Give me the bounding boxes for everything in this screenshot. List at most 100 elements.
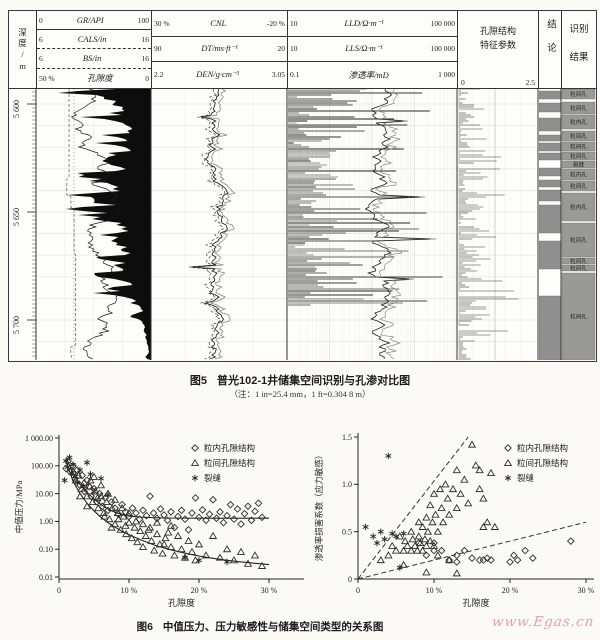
fig6-caption-title: 中值压力、压力敏感性与储集空间类型的关系图 [162,621,384,633]
gr-curve [70,89,122,360]
result-block-label: 粒间孔 [570,132,587,140]
scatter-series-asterisk [362,452,407,571]
legend-label: 粒间孔隙结构 [204,458,255,468]
y-axis-label: 渗透率损害系数（应力敏感） [314,451,324,562]
log-header [9,11,596,89]
track3-header: 10 LLD/Ω·m⁻¹ 100 000 10 LLS/Ω·m⁻¹ 100 000 0.1 渗… [287,11,457,89]
header-row-BS/in: 6 BS/in 16 [37,49,151,69]
conclusion-block [539,179,562,188]
result-block [561,114,596,130]
result-block [561,141,596,152]
conclusion-block [539,117,562,132]
x-tick-label: 30 % [261,586,278,595]
fig6-left-scatter: 1 000.00 100.00 10.00 1.00 0.10 0.01 0 10 % 20 %… [14,434,304,608]
result-block [561,264,596,272]
result-block [561,101,596,115]
depth-axis: 5 600 5 650 5 700 [12,91,36,357]
result-block-label: 粒间孔 [570,182,587,190]
y-tick-label: 100.00 [31,462,53,471]
watermark: www.Egas.cn [490,614,595,630]
x-tick-label: 10 % [426,586,443,595]
result-block-label: 粒间孔 [570,152,587,160]
pore-structure-scale-max: 2.5 [525,78,535,87]
result-block-label: 粒间孔 [570,143,587,151]
pore-structure-curve [458,89,519,360]
fig5-well-log-panel: 深度/m 0 GR/API 100 6 CALS/in 16 6 BS/in 16 50 % 孔隙度… [8,10,597,362]
conclusion-block [539,295,562,360]
result-block-label: 粒间孔 [570,104,587,112]
header-row-CNL: 30 % CNL -20 % [152,11,287,37]
header-row-渗透率/mD: 0.1 渗透率/mD 1 000 [290,69,455,80]
result-blocks: 粒间孔粒间孔粒内孔粒间孔粒间孔粒间孔裂缝粒内孔粒间孔粒内孔粒间孔粒间孔粒间孔粒间… [561,89,596,360]
axes: 0 0.5 1.0 1.5 0 10 % 20 % 30 % 孔隙度 渗透率损害系数（应力敏感） [314,433,595,608]
x-tick-label: 0 [57,586,61,595]
result-block [561,89,596,100]
conclusion-block [539,142,562,152]
header-row-DEN/g·cm⁻³: 2.2 DEN/g·cm⁻³ 3.05 [154,69,285,80]
x-tick-label: 20 % [191,586,208,595]
conclusion-block [539,167,562,177]
y-axis-label: 中值压力/MPa [14,481,24,534]
conclusion-block [539,134,562,142]
fig5-caption-title: 普光102-1井储集空间识别与孔渗对比图 [216,375,411,387]
result-block-label: 粒内孔 [570,203,587,211]
axes: 1 000.00 100.00 10.00 1.00 0.10 0.01 0 10 % 20 %… [14,434,304,608]
scatter-series-triangle [68,467,267,569]
result-block-label: 粒间孔 [570,236,587,244]
y-tick-label: 1 000.00 [25,434,53,443]
header-row-DT/ms·ft⁻¹: 90 DT/ms·ft⁻¹ 20 [152,37,287,63]
conclusion-title: 结论 [545,19,555,66]
legend-label: 粒内孔隙结构 [517,443,568,453]
result-block-label: 裂缝 [573,161,585,169]
fig6-caption: 图6 中值压力、压力敏感性与储集空间类型的关系图 [40,619,480,634]
result-block [561,192,596,222]
scatter-series-diamond [62,457,266,534]
header-row-LLS/Ω·m⁻¹: 10 LLS/Ω·m⁻¹ 100 000 [288,37,457,63]
track2-curves [189,89,236,360]
pore-structure-title-line2: 特征参数 [479,39,516,50]
result-block [561,257,596,265]
depth-column-header: 深度/m [9,11,36,89]
depth-label: 5 700 [12,316,21,334]
porosity-fill [57,89,151,360]
conclusion-block [539,102,562,113]
result-block-label: 粒间孔 [570,313,587,321]
fig5-caption-tag: 图5 [189,375,207,387]
depth-label: 5 600 [12,100,21,118]
y-tick-label: 0.10 [39,545,53,554]
result-block [561,222,596,258]
x-tick-label: 0 [356,586,360,595]
result-block-label: 粒间孔 [570,264,587,272]
conclusion-block [539,204,562,234]
result-block [561,168,596,181]
x-tick-label: 20 % [502,586,519,595]
result-block-label: 粒间孔 [570,257,587,265]
result-block-label: 粒内孔 [570,118,587,126]
conclusion-block [539,240,562,270]
conclusion-block [539,90,562,100]
resistivity-spikes [288,89,443,306]
result-block [561,160,596,169]
resistivity-curves [364,89,437,360]
conclusion-column-header: 结论 [538,11,561,89]
x-axis-label: 孔隙度 [168,597,195,608]
conclusion-block [539,189,562,202]
legend-label: 粒间孔隙结构 [517,458,568,468]
x-tick-label: 10 % [121,586,138,595]
y-tick-label: 0.5 [342,527,352,536]
pore-structure-scale-min: 0 [461,78,465,87]
fig5-caption-note: （注：1 in=25.4 mm，1 ft=0.304 8 m） [229,389,371,399]
fig5-caption: 图5 普光102-1井储集空间识别与孔渗对比图 [0,372,600,388]
y-tick-label: 1.5 [342,433,352,442]
header-row-LLD/Ω·m⁻¹: 10 LLD/Ω·m⁻¹ 100 000 [288,11,457,37]
pore-structure-header: 孔隙结构 特征参数 0 2.5 [457,11,538,89]
fig6-caption-tag: 图6 [136,621,153,633]
scatter-series-diamond [414,537,575,566]
track1-header: 0 GR/API 100 6 CALS/in 16 6 BS/in 16 50 % 孔隙度 0 [36,11,151,89]
dashed-envelope-line [357,436,469,580]
header-row-GR/API: 0 GR/API 100 [37,11,151,31]
